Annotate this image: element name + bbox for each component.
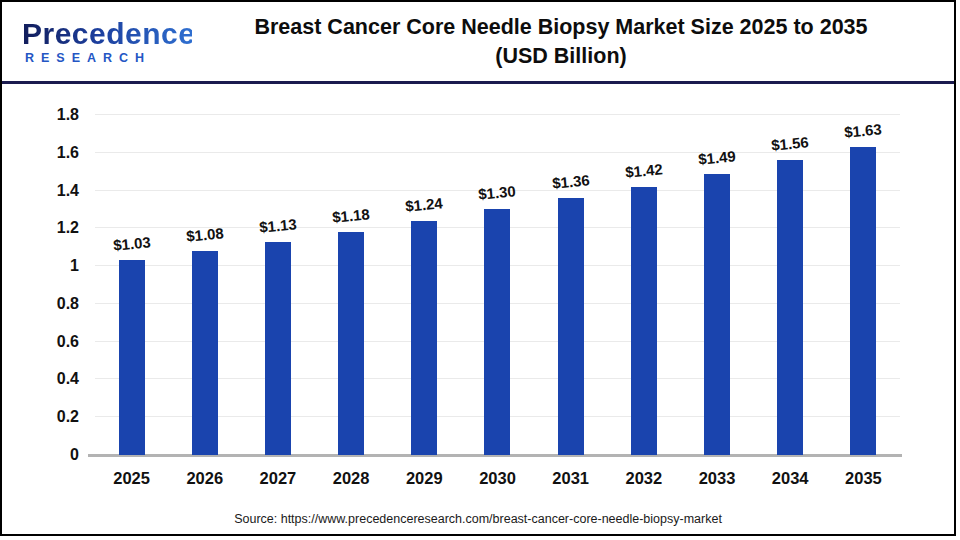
plot-area: 00.20.40.60.811.21.41.61.8$1.032025$1.08… <box>95 115 900 455</box>
chart-title-line2: (USD Billion) <box>192 42 930 71</box>
y-axis-tick-0.4: 0.4 <box>17 369 79 389</box>
header: Precedence RESEARCH Breast Cancer Core N… <box>2 2 954 81</box>
bar-2028: $1.18 <box>338 232 364 455</box>
x-axis-tick-2032: 2032 <box>607 469 680 488</box>
bar-value-label-2029: $1.24 <box>405 194 444 214</box>
x-axis-tick-2033: 2033 <box>680 469 753 488</box>
y-axis-tick-0.2: 0.2 <box>17 407 79 427</box>
x-axis-tick-2030: 2030 <box>461 469 534 488</box>
bar-slot-2034: $1.562034 <box>754 115 827 455</box>
bar-2033: $1.49 <box>704 174 730 455</box>
bar-value-label-2030: $1.30 <box>478 183 517 203</box>
bar-2027: $1.13 <box>265 242 291 455</box>
bar-value-label-2033: $1.49 <box>698 147 737 167</box>
bar-slot-2029: $1.242029 <box>388 115 461 455</box>
bar-2034: $1.56 <box>777 160 803 455</box>
bar-2025: $1.03 <box>119 260 145 455</box>
bar-slot-2030: $1.302030 <box>461 115 534 455</box>
logo-sub-text: RESEARCH <box>22 51 192 65</box>
logo-brand-text: Precedence <box>22 18 192 50</box>
bar-2032: $1.42 <box>631 187 657 455</box>
chart-title-line1: Breast Cancer Core Needle Biopsy Market … <box>192 13 930 42</box>
precedence-research-logo: Precedence RESEARCH <box>2 18 192 65</box>
bar-slot-2025: $1.032025 <box>95 115 168 455</box>
bar-value-label-2028: $1.18 <box>332 206 371 226</box>
x-axis-tick-2028: 2028 <box>315 469 388 488</box>
bar-value-label-2035: $1.63 <box>844 121 883 141</box>
bar-slot-2026: $1.082026 <box>168 115 241 455</box>
bar-slot-2027: $1.132027 <box>241 115 314 455</box>
y-axis-tick-1.2: 1.2 <box>17 218 79 238</box>
y-axis-tick-0: 0 <box>17 445 79 465</box>
x-axis-tick-2027: 2027 <box>241 469 314 488</box>
bar-slot-2028: $1.182028 <box>315 115 388 455</box>
bar-2031: $1.36 <box>558 198 584 455</box>
x-axis-tick-2029: 2029 <box>388 469 461 488</box>
bar-value-label-2031: $1.36 <box>551 172 590 192</box>
chart-title: Breast Cancer Core Needle Biopsy Market … <box>192 13 954 71</box>
bar-slot-2033: $1.492033 <box>680 115 753 455</box>
y-axis-tick-1.8: 1.8 <box>17 105 79 125</box>
chart-area: 00.20.40.60.811.21.41.61.8$1.032025$1.08… <box>2 84 954 536</box>
bar-value-label-2026: $1.08 <box>185 224 224 244</box>
x-axis-tick-2035: 2035 <box>827 469 900 488</box>
x-axis-tick-2031: 2031 <box>534 469 607 488</box>
source-text: Source: https://www.precedenceresearch.c… <box>2 512 954 526</box>
bar-value-label-2027: $1.13 <box>258 215 297 235</box>
bar-2030: $1.30 <box>484 209 510 455</box>
x-axis-tick-2034: 2034 <box>754 469 827 488</box>
bar-slot-2032: $1.422032 <box>607 115 680 455</box>
y-axis-tick-0.6: 0.6 <box>17 332 79 352</box>
bar-value-label-2034: $1.56 <box>771 134 810 154</box>
bar-slot-2031: $1.362031 <box>534 115 607 455</box>
bar-slot-2035: $1.632035 <box>827 115 900 455</box>
y-axis-tick-1.4: 1.4 <box>17 181 79 201</box>
bar-2035: $1.63 <box>850 147 876 455</box>
bar-2029: $1.24 <box>411 221 437 455</box>
x-axis-tick-2026: 2026 <box>168 469 241 488</box>
y-axis-tick-1: 1 <box>17 256 79 276</box>
y-axis-tick-0.8: 0.8 <box>17 294 79 314</box>
bar-2026: $1.08 <box>192 251 218 455</box>
bar-value-label-2032: $1.42 <box>624 160 663 180</box>
y-axis-tick-1.6: 1.6 <box>17 143 79 163</box>
chart-figure: Precedence RESEARCH Breast Cancer Core N… <box>0 0 956 536</box>
bar-value-label-2025: $1.03 <box>112 234 151 254</box>
x-axis-tick-2025: 2025 <box>95 469 168 488</box>
